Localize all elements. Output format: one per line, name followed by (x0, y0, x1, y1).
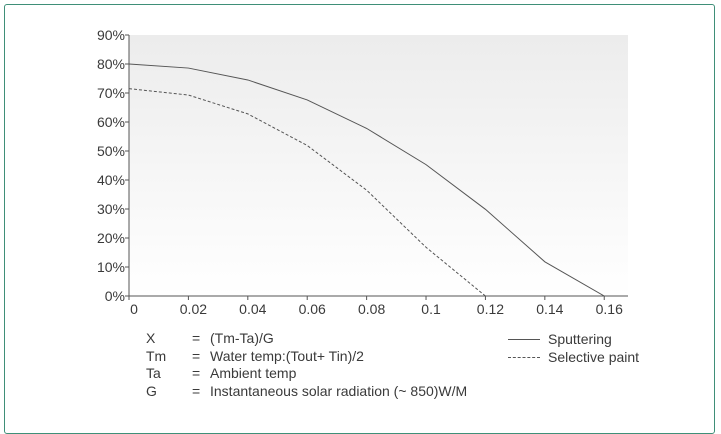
definition-tm: Tm = Water temp:(Tout+ Tin)/2 (146, 348, 467, 366)
definition-text: Water temp:(Tout+ Tin)/2 (210, 347, 364, 364)
y-tick-label: 20% (97, 230, 125, 246)
x-tick-label: 0.1 (421, 301, 441, 317)
series-line-selective-paint (128, 88, 507, 297)
variable-definitions: X = (Tm-Ta)/G Tm = Water temp:(Tout+ Tin… (146, 330, 467, 400)
y-tick-label: 90% (97, 27, 125, 43)
definition-text: Instantaneous solar radiation (~ 850)W/M (210, 382, 468, 399)
legend-swatch-solid (508, 338, 540, 340)
definition-ta: Ta = Ambient temp (146, 365, 467, 383)
legend-item-selective-paint: Selective paint (508, 348, 639, 366)
y-tick-label: 0% (105, 288, 125, 304)
legend-swatch-dashed (508, 356, 540, 358)
chart-legend: Sputtering Selective paint (508, 330, 639, 366)
x-tick-label: 0.14 (536, 301, 563, 317)
legend-label: Sputtering (548, 331, 612, 347)
definition-equals: = (192, 382, 201, 399)
definition-symbol: G (146, 382, 157, 399)
y-tick-label: 50% (97, 143, 125, 159)
x-tick-label: 0.06 (299, 301, 326, 317)
definition-equals: = (192, 330, 201, 346)
definition-symbol: X (146, 330, 156, 346)
x-tick-label: 0 (130, 301, 138, 317)
x-tick-label: 0.08 (358, 301, 385, 317)
y-tick-label: 30% (97, 201, 125, 217)
x-tick-label: 0.04 (239, 301, 266, 317)
definition-text: Ambient temp (210, 365, 297, 381)
plot-area (129, 35, 628, 296)
y-tick-label: 10% (97, 259, 125, 275)
definition-equals: = (192, 365, 201, 381)
y-tick-label: 60% (97, 114, 125, 130)
definition-text: (Tm-Ta)/G (210, 330, 274, 346)
definition-symbol: Tm (146, 347, 167, 364)
x-tick-label: 0.02 (180, 301, 207, 317)
definition-g: G = Instantaneous solar radiation (~ 850… (146, 383, 467, 401)
y-tick-label: 80% (97, 56, 125, 72)
definition-symbol: Ta (146, 365, 161, 381)
y-tick-label: 70% (97, 85, 125, 101)
legend-item-sputtering: Sputtering (508, 330, 639, 348)
legend-label: Selective paint (548, 349, 640, 365)
x-tick-label: 0.16 (596, 301, 623, 317)
x-tick-label: 0.12 (477, 301, 504, 317)
definition-x: X = (Tm-Ta)/G (146, 330, 467, 348)
efficiency-chart: 0% 10% 20% 30% 40% 50% 60% 70% 80% 90% 0 0.02 0.04 0.… (97, 27, 628, 317)
series-line-sputtering (128, 63, 620, 297)
y-tick-label: 40% (97, 172, 125, 188)
definition-equals: = (192, 347, 201, 364)
